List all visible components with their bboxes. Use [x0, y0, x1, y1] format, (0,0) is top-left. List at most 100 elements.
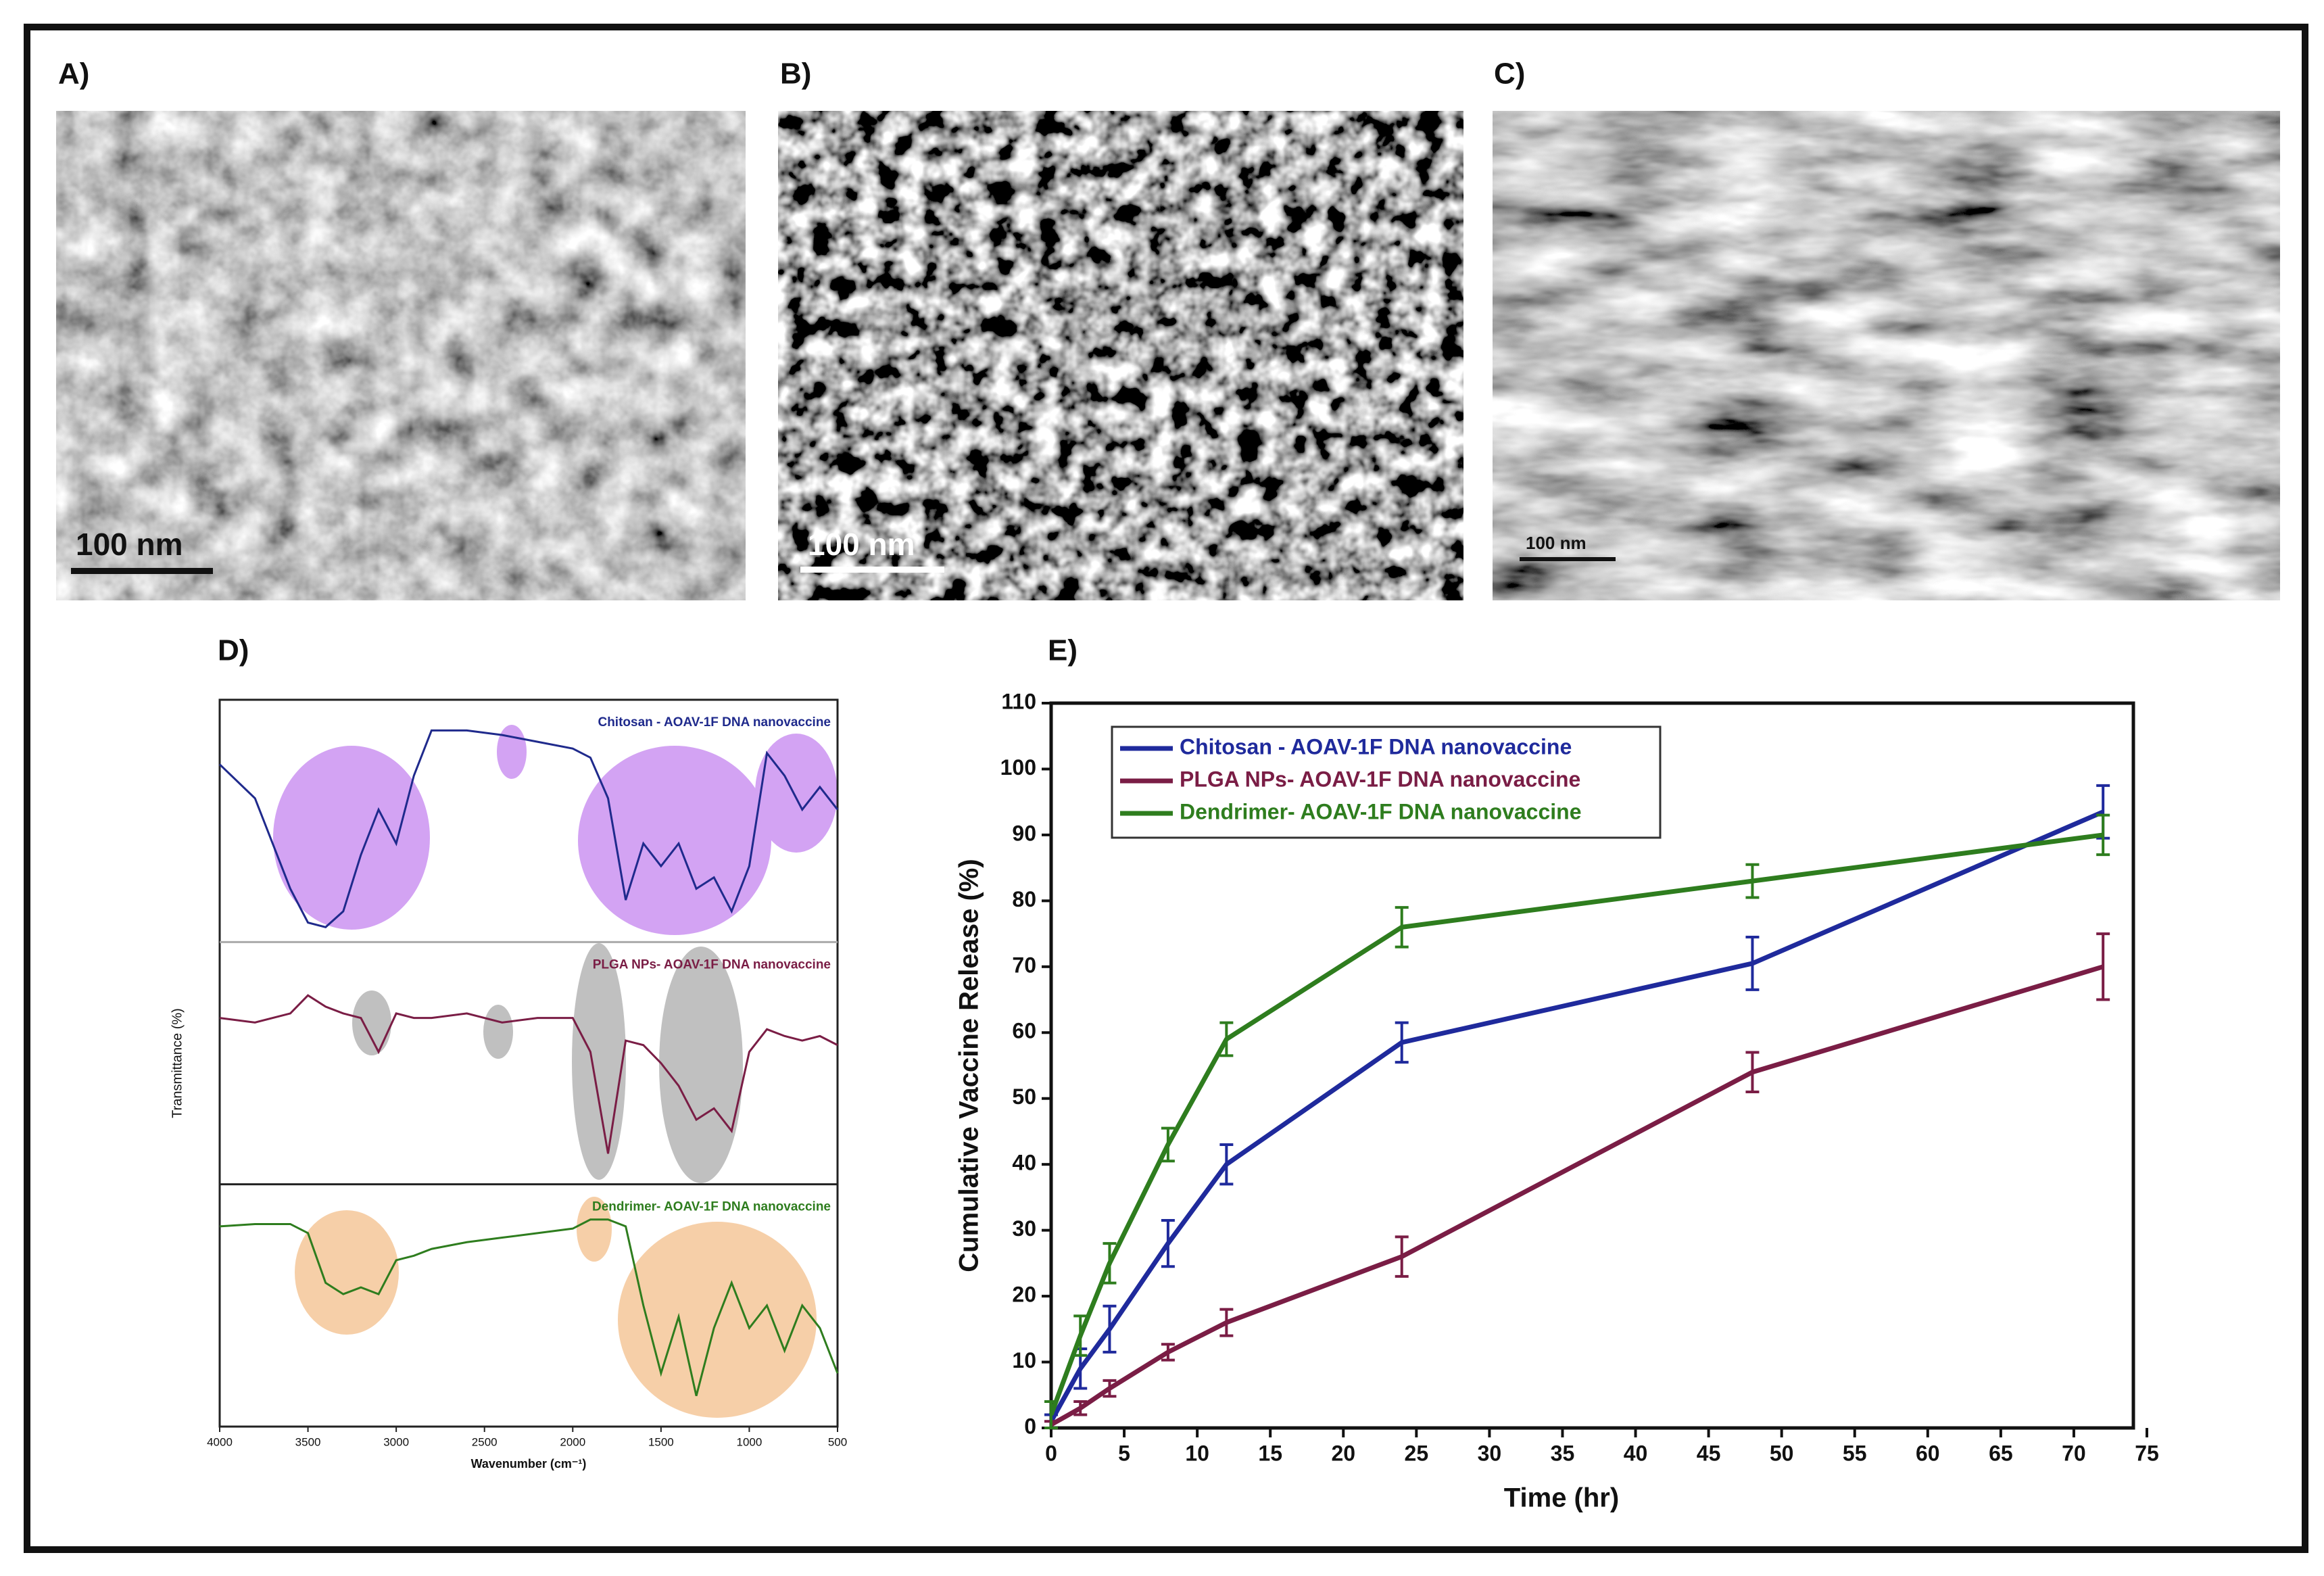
spectrum-line: [219, 994, 838, 1154]
highlight: [295, 1210, 399, 1335]
error-bar: [1103, 1304, 1117, 1354]
y-axis-label: Transmittance (%): [170, 1008, 185, 1118]
sem-image: [1493, 111, 2280, 600]
series-label: Dendrimer- AOAV-1F DNA nanovaccine: [592, 1200, 831, 1214]
error-bar: [1103, 1379, 1117, 1398]
scale-bar: [800, 567, 944, 573]
x-tick-label: 25: [1405, 1441, 1429, 1465]
highlight: [273, 746, 430, 930]
x-tick-label: 0: [1045, 1441, 1057, 1465]
error-bar: [1395, 1021, 1409, 1064]
error-bar: [1745, 935, 1760, 991]
x-axis-label: Wavenumber (cm⁻¹): [471, 1457, 587, 1471]
scale-bar-label: 100 nm: [76, 527, 183, 562]
y-tick-label: 60: [1012, 1019, 1036, 1043]
x-tick-label: 35: [1551, 1441, 1575, 1465]
x-tick-label: 1500: [648, 1435, 674, 1448]
x-tick-label: 65: [1989, 1441, 2013, 1465]
error-bar: [1044, 1400, 1058, 1429]
highlight: [578, 746, 771, 935]
spectrum-line: [219, 1218, 839, 1396]
x-tick-label: 50: [1770, 1441, 1794, 1465]
x-tick-label: 60: [1916, 1441, 1940, 1465]
panel-label: D): [218, 634, 249, 667]
x-tick-label: 10: [1185, 1441, 1209, 1465]
plot-frame: [218, 698, 839, 1428]
scale-bar-label: 100 nm: [808, 527, 915, 562]
panel-label: B): [780, 57, 811, 91]
x-tick-label: 3000: [383, 1435, 409, 1448]
x-tick-label: 70: [2062, 1441, 2086, 1465]
panel-label: C): [1494, 57, 1525, 91]
spectrum-line: [218, 729, 839, 928]
x-tick-label: 55: [1843, 1441, 1867, 1465]
highlight: [659, 947, 743, 1183]
y-axis-label: Cumulative Vaccine Release (%): [954, 859, 984, 1272]
x-tick-label: 5: [1118, 1441, 1130, 1465]
x-tick-label: 2500: [472, 1435, 498, 1448]
error-bar: [1745, 863, 1760, 899]
error-bar: [1219, 1021, 1234, 1057]
series-line: [1048, 832, 2104, 1416]
error-bar: [1219, 1143, 1234, 1186]
y-tick-label: 0: [1024, 1414, 1036, 1438]
scale-bar-label: 100 nm: [1526, 533, 1587, 553]
figure-border: [24, 24, 2308, 1553]
x-tick-label: 4000: [207, 1435, 233, 1448]
legend-box: [1111, 725, 1662, 839]
scale-bar: [1520, 557, 1616, 561]
error-bar: [1073, 1314, 1088, 1357]
y-tick-label: 30: [1012, 1216, 1036, 1241]
x-tick-label: 75: [2135, 1441, 2159, 1465]
y-tick-label: 50: [1012, 1084, 1036, 1109]
panel-label: A): [58, 57, 89, 91]
error-bar: [1161, 1126, 1175, 1163]
error-bar: [2096, 932, 2110, 1001]
y-tick-label: 100: [1000, 755, 1036, 780]
series-line: [1048, 809, 2104, 1423]
error-bar: [1395, 906, 1409, 949]
legend-label: Chitosan - AOAV-1F DNA nanovaccine: [1180, 734, 1572, 759]
x-axis-label: Time (hr): [1504, 1483, 1619, 1513]
y-tick-label: 40: [1012, 1151, 1036, 1175]
series-line: [1050, 964, 2104, 1427]
legend-label: Dendrimer- AOAV-1F DNA nanovaccine: [1180, 799, 1582, 823]
highlight: [352, 990, 391, 1055]
error-bar: [1395, 1235, 1409, 1278]
x-tick-label: 15: [1258, 1441, 1282, 1465]
sem-image: [778, 111, 1463, 600]
x-tick-label: 3500: [295, 1435, 321, 1448]
x-tick-label: 500: [828, 1435, 847, 1448]
x-tick-label: 30: [1478, 1441, 1502, 1465]
y-tick-label: 80: [1012, 887, 1036, 911]
legend-label: PLGA NPs- AOAV-1F DNA nanovaccine: [1180, 767, 1580, 791]
y-tick-label: 10: [1012, 1348, 1036, 1372]
x-tick-label: 1000: [737, 1435, 762, 1448]
error-bar: [2096, 813, 2110, 857]
x-tick-label: 20: [1331, 1441, 1355, 1465]
y-tick-label: 110: [1001, 689, 1036, 713]
error-bar: [1073, 1400, 1088, 1416]
error-bar: [1161, 1343, 1175, 1362]
highlight: [577, 1197, 612, 1262]
peak-highlights: [273, 725, 838, 1418]
highlight: [497, 725, 527, 779]
scale-bar: [71, 568, 213, 574]
error-bar: [1745, 1051, 1760, 1093]
series-label: Chitosan - AOAV-1F DNA nanovaccine: [598, 715, 831, 730]
error-bar: [1219, 1308, 1234, 1337]
panel-label: E): [1048, 634, 1078, 667]
error-bar: [1103, 1242, 1117, 1285]
x-tick-label: 40: [1624, 1441, 1648, 1465]
y-tick-label: 20: [1012, 1283, 1036, 1307]
error-bar: [1161, 1219, 1175, 1268]
plot-frame: [1049, 701, 2135, 1430]
sem-image: [56, 111, 746, 600]
highlight: [483, 1005, 513, 1059]
series-label: PLGA NPs- AOAV-1F DNA nanovaccine: [593, 957, 831, 972]
y-tick-label: 70: [1012, 953, 1036, 977]
x-tick-label: 45: [1697, 1441, 1721, 1465]
highlight: [572, 943, 626, 1180]
y-tick-label: 90: [1012, 821, 1036, 845]
